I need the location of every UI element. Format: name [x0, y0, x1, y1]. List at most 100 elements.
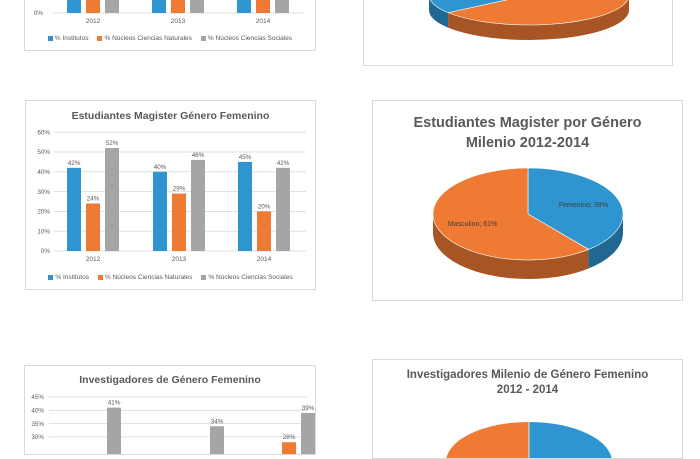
pie-slice [432, 167, 590, 261]
y-tick-label: 0% [34, 10, 44, 17]
data-label: 20% [258, 203, 271, 210]
data-label: 52% [106, 140, 119, 147]
x-tick-label: 2014 [256, 18, 271, 25]
chart-title-line-2: Milenio 2012-2014 [465, 135, 590, 151]
pie-side [433, 214, 589, 279]
bar-institutos [152, 0, 166, 13]
data-label: 42% [277, 160, 290, 167]
bar-institutos [238, 161, 252, 251]
chart-title-line-1: Investigadores Milenio de Género Femenin… [406, 369, 649, 381]
bar-chart-top: 0% 2012 2013 2014 [34, 0, 305, 25]
bar-sociales [301, 412, 315, 454]
data-label: 29% [173, 186, 186, 193]
bar-institutos [67, 167, 81, 251]
legend-swatch-sociales [201, 275, 207, 280]
pie-side [448, 0, 629, 40]
bar-naturales [171, 0, 185, 13]
bar-chart-students: 0% 10% 20% 30% 40% 50% 60% 2012 42% 24% 52% 2013 40%… [37, 129, 306, 263]
y-tick-label: 35% [31, 421, 44, 428]
legend-swatch-institutos [48, 275, 54, 280]
y-tick-label: 10% [37, 228, 50, 235]
bar-sociales [276, 167, 290, 251]
legend-item-naturales: % Núcleos Ciencias Naturales [97, 35, 192, 42]
bar-sociales [105, 0, 119, 13]
data-label: 39% [302, 405, 315, 412]
legend-swatch-sociales [200, 36, 206, 41]
chart-panel-researchers-pie: Investigadores Milenio de Género Femenin… [372, 359, 683, 459]
pie-data-label: Femenino; 39% [559, 202, 608, 209]
y-tick-label: 40% [31, 408, 44, 415]
bar-sociales [275, 0, 289, 13]
legend-swatch-naturales [97, 275, 103, 280]
bar-naturales [256, 0, 270, 13]
bar-naturales [86, 203, 100, 251]
pie-slice [527, 167, 624, 250]
pie-data-label: Masculino; 61% [448, 221, 497, 228]
chart-panel-researchers-bar: Investigadores de Género Femenino 30% 35%… [24, 365, 316, 455]
x-tick-label: 2012 [86, 18, 101, 25]
y-tick-label: 30% [31, 434, 44, 441]
legend-swatch-naturales [97, 36, 103, 41]
bar-institutos [237, 0, 251, 13]
y-tick-label: 50% [37, 149, 50, 156]
bar-naturales [257, 211, 271, 251]
chart-panel-students-pie: Estudiantes Magister por Género Milenio … [372, 100, 683, 301]
legend-label-naturales: % Núcleos Ciencias Naturales [104, 274, 193, 281]
x-tick-label: 2012 [86, 256, 101, 263]
y-tick-label: 30% [37, 189, 50, 196]
chart-title-line-1: Estudiantes Magister por Género [413, 115, 642, 131]
bar-sociales [107, 407, 121, 454]
pie-slice [430, 0, 508, 13]
legend-students: % Institutos % Núcleos Ciencias Naturale… [26, 274, 315, 281]
y-tick-label: 60% [37, 129, 50, 136]
data-label: 40% [154, 164, 167, 171]
x-tick-label: 2013 [171, 18, 186, 25]
chart-panel-top-pie [363, 0, 673, 66]
y-tick-label: 0% [41, 248, 51, 255]
legend-label-sociales: % Núcleos Ciencias Sociales [208, 274, 293, 281]
bar-sociales [190, 0, 204, 13]
x-tick-label: 2014 [257, 256, 272, 263]
data-label: 46% [192, 152, 205, 159]
pie-slice [447, 0, 628, 26]
data-label: 34% [211, 418, 224, 425]
bar-sociales [191, 159, 205, 251]
legend-item-institutos: % Institutos [48, 274, 89, 281]
legend-label-sociales: % Núcleos Ciencias Sociales [207, 35, 293, 42]
bar-naturales [282, 442, 296, 454]
bar-chart-researchers: 30% 35% 40% 45% 41% 34% 28% 39% [31, 394, 315, 454]
y-tick-label: 45% [31, 394, 44, 401]
chart-title-researchers-bar: Investigadores de Género Femenino [79, 374, 261, 386]
legend-item-institutos: % Institutos [47, 35, 89, 42]
chart-title-students-pie: Estudiantes Magister por Género Milenio … [373, 113, 682, 153]
bar-naturales [86, 0, 100, 13]
data-label: 45% [239, 154, 252, 161]
legend-label-institutos: % Institutos [54, 35, 89, 42]
chart-title-researchers-pie: Investigadores Milenio de Género Femenin… [373, 368, 682, 398]
bar-institutos [67, 0, 81, 13]
legend-label-naturales: % Núcleos Ciencias Naturales [104, 35, 192, 42]
bar-sociales [105, 148, 119, 251]
legend-item-naturales: % Núcleos Ciencias Naturales [97, 274, 193, 281]
bar-naturales [172, 193, 186, 251]
pie-side [588, 214, 623, 269]
data-label: 42% [68, 160, 81, 167]
legend-label-institutos: % Institutos [55, 274, 89, 281]
x-tick-label: 2013 [172, 256, 187, 263]
legend-top: % Institutos % Núcleos Ciencias Naturale… [25, 35, 315, 42]
pie-chart-students: Femenino; 39% Masculino; 61% [432, 167, 624, 279]
legend-item-sociales: % Núcleos Ciencias Sociales [200, 35, 293, 42]
bar-institutos [153, 171, 167, 251]
pie-side [429, 0, 449, 28]
chart-panel-students-bar: Estudiantes Magister Género Femenino 0% 1… [25, 100, 316, 290]
legend-item-sociales: % Núcleos Ciencias Sociales [201, 274, 293, 281]
chart-panel-top-bar: 0% 2012 2013 2014 % Institutos % Núcleos Ci… [24, 0, 316, 51]
chart-title-students-bar: Estudiantes Magister Género Femenino [71, 110, 270, 122]
y-tick-label: 40% [37, 169, 50, 176]
data-label: 24% [87, 195, 100, 202]
data-label: 41% [108, 400, 121, 407]
pie-chart-researchers [446, 422, 612, 458]
chart-title-line-2: 2012 - 2014 [496, 384, 559, 396]
pie-chart-top [429, 0, 629, 40]
y-tick-label: 20% [37, 209, 50, 216]
